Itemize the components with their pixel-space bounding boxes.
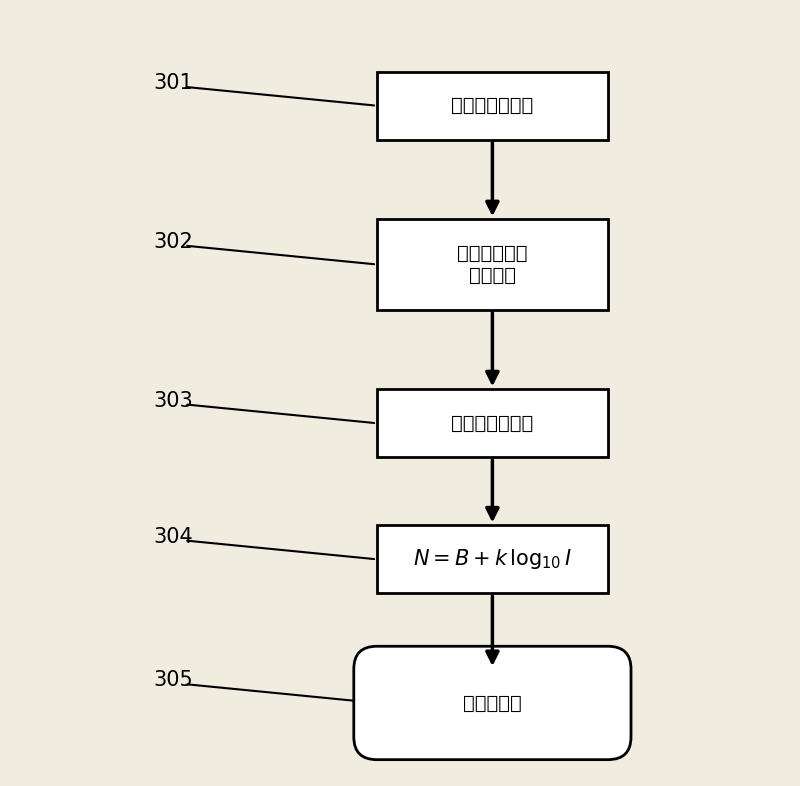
- Text: 302: 302: [154, 232, 194, 252]
- Text: 光信号转化为
电流信号: 光信号转化为 电流信号: [457, 244, 528, 285]
- FancyBboxPatch shape: [354, 646, 631, 759]
- Text: 305: 305: [154, 670, 194, 690]
- Text: 激光信号被接收: 激光信号被接收: [451, 96, 534, 116]
- FancyBboxPatch shape: [377, 219, 608, 310]
- Text: 304: 304: [154, 527, 194, 546]
- Text: $N = B + k\,\log_{10} I$: $N = B + k\,\log_{10} I$: [413, 547, 572, 571]
- FancyBboxPatch shape: [377, 72, 608, 140]
- Text: 显示遮光号: 显示遮光号: [463, 693, 522, 712]
- FancyBboxPatch shape: [377, 525, 608, 593]
- Text: 303: 303: [154, 391, 194, 410]
- Text: 电流信号被放大: 电流信号被放大: [451, 413, 534, 433]
- FancyBboxPatch shape: [377, 389, 608, 457]
- Text: 301: 301: [154, 73, 194, 93]
